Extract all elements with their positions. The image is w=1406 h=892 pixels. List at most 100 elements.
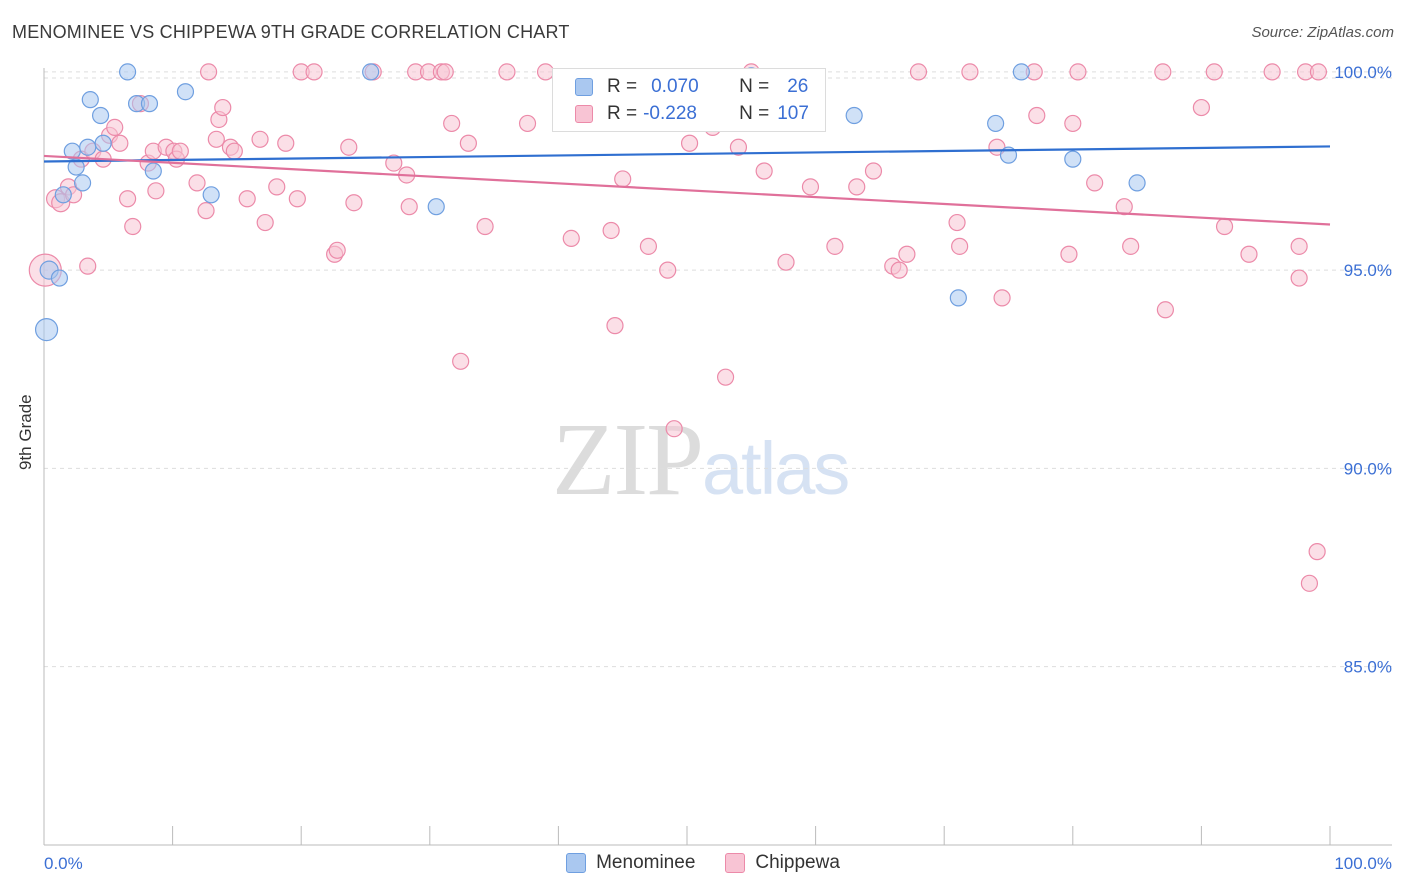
chippewa-point xyxy=(79,257,97,275)
menominee-point xyxy=(1064,150,1082,168)
watermark: ZIPatlas xyxy=(552,400,850,519)
chippewa-point xyxy=(898,245,916,263)
legend-r-value: 0.070 xyxy=(651,76,699,97)
chippewa-point xyxy=(207,130,225,148)
chippewa-point xyxy=(1028,106,1046,125)
series-legend: Menominee Chippewa xyxy=(0,852,1406,874)
chippewa-point xyxy=(288,190,306,208)
legend-n-value: 26 xyxy=(787,76,809,97)
menominee-point xyxy=(67,158,85,176)
chippewa-point xyxy=(498,63,516,81)
chippewa-point xyxy=(1290,237,1308,255)
menominee-point xyxy=(118,63,137,81)
menominee-point xyxy=(34,317,59,342)
chippewa-point xyxy=(864,162,883,180)
x-tick-label: 100.0% xyxy=(1334,854,1392,873)
legend-item-menominee: Menominee xyxy=(566,852,695,874)
chippewa-point xyxy=(305,63,323,81)
menominee-point xyxy=(144,162,162,180)
chippewa-point xyxy=(1115,198,1133,216)
menominee-point xyxy=(987,114,1005,133)
chippewa-point xyxy=(639,237,658,255)
menominee-point xyxy=(50,269,69,287)
chippewa-point xyxy=(1069,63,1087,81)
chippewa-point xyxy=(1192,98,1211,117)
legend-r-label: R = xyxy=(607,103,638,124)
chippewa-point xyxy=(1086,174,1104,192)
chippewa-point xyxy=(826,237,844,255)
chippewa-swatch xyxy=(725,853,746,873)
legend-n-label: N = xyxy=(739,76,770,97)
chippewa-point xyxy=(777,253,795,271)
stats-legend: R = 0.070 N = 26 R = -0.228 N = 107 xyxy=(552,68,826,132)
chart-title: MENOMINEE VS CHIPPEWA 9TH GRADE CORRELAT… xyxy=(12,22,570,42)
legend-label-menominee: Menominee xyxy=(596,852,696,873)
legend-r-value: -0.228 xyxy=(643,103,697,124)
chippewa-point xyxy=(251,130,269,148)
menominee-swatch xyxy=(566,853,587,873)
source-label: Source: ZipAtlas.com xyxy=(1251,24,1394,41)
chippewa-point xyxy=(238,190,256,208)
menominee-point xyxy=(73,174,92,192)
chippewa-point xyxy=(665,420,683,438)
chippewa-point xyxy=(614,170,632,188)
chippewa-point xyxy=(680,134,699,152)
chippewa-point xyxy=(1064,114,1082,133)
chippewa-point xyxy=(476,217,494,236)
chippewa-point xyxy=(1154,63,1172,81)
chippewa-point xyxy=(118,190,137,208)
legend-label-chippewa: Chippewa xyxy=(755,852,840,873)
chippewa-point xyxy=(1215,217,1234,236)
chippewa-point xyxy=(948,213,966,232)
legend-r-label: R = xyxy=(607,76,638,97)
chippewa-point xyxy=(452,352,470,370)
chippewa-point xyxy=(147,182,165,200)
chippewa-point xyxy=(1240,245,1258,263)
chippewa-trend-line xyxy=(43,154,1331,226)
menominee-point xyxy=(362,63,380,81)
chippewa-swatch xyxy=(575,105,593,123)
legend-row-chippewa: R = -0.228 N = 107 xyxy=(575,102,809,126)
chippewa-point xyxy=(848,178,866,196)
menominee-point xyxy=(202,186,220,204)
chippewa-point xyxy=(1290,269,1308,287)
chippewa-point xyxy=(268,178,286,196)
chippewa-point xyxy=(1060,245,1078,263)
chippewa-point xyxy=(277,134,295,152)
menominee-point xyxy=(140,95,159,113)
chippewa-point xyxy=(518,114,537,133)
menominee-point xyxy=(427,198,445,216)
chippewa-point xyxy=(1300,574,1319,592)
chippewa-point xyxy=(1122,237,1140,255)
chippewa-point xyxy=(256,213,274,232)
chippewa-point xyxy=(459,134,477,152)
menominee-point xyxy=(81,91,99,109)
chippewa-point xyxy=(400,198,418,216)
chippewa-point xyxy=(1308,543,1326,561)
menominee-point xyxy=(176,83,195,101)
chippewa-point xyxy=(659,261,677,279)
chippewa-point xyxy=(188,174,206,192)
legend-n-label: N = xyxy=(739,103,770,124)
legend-row-menominee: R = 0.070 N = 26 xyxy=(575,75,808,99)
menominee-trend-line xyxy=(43,145,1331,163)
menominee-point xyxy=(1128,174,1146,192)
chippewa-point xyxy=(951,237,969,255)
chippewa-point xyxy=(716,368,735,386)
legend-item-chippewa: Chippewa xyxy=(725,852,840,874)
chippewa-point xyxy=(602,221,620,240)
chippewa-point xyxy=(124,217,142,236)
chippewa-point xyxy=(755,162,773,180)
menominee-point xyxy=(1012,63,1030,81)
chippewa-point xyxy=(385,154,403,172)
legend-n-value: 107 xyxy=(777,103,809,124)
watermark-zip: ZIP xyxy=(552,402,704,517)
chippewa-point xyxy=(214,98,232,117)
chippewa-point xyxy=(909,63,928,81)
chippewa-point xyxy=(328,241,346,259)
chippewa-point xyxy=(729,138,748,156)
chippewa-point xyxy=(1156,301,1174,319)
chippewa-point xyxy=(961,63,979,81)
menominee-point xyxy=(845,106,863,125)
chippewa-point xyxy=(993,289,1011,307)
